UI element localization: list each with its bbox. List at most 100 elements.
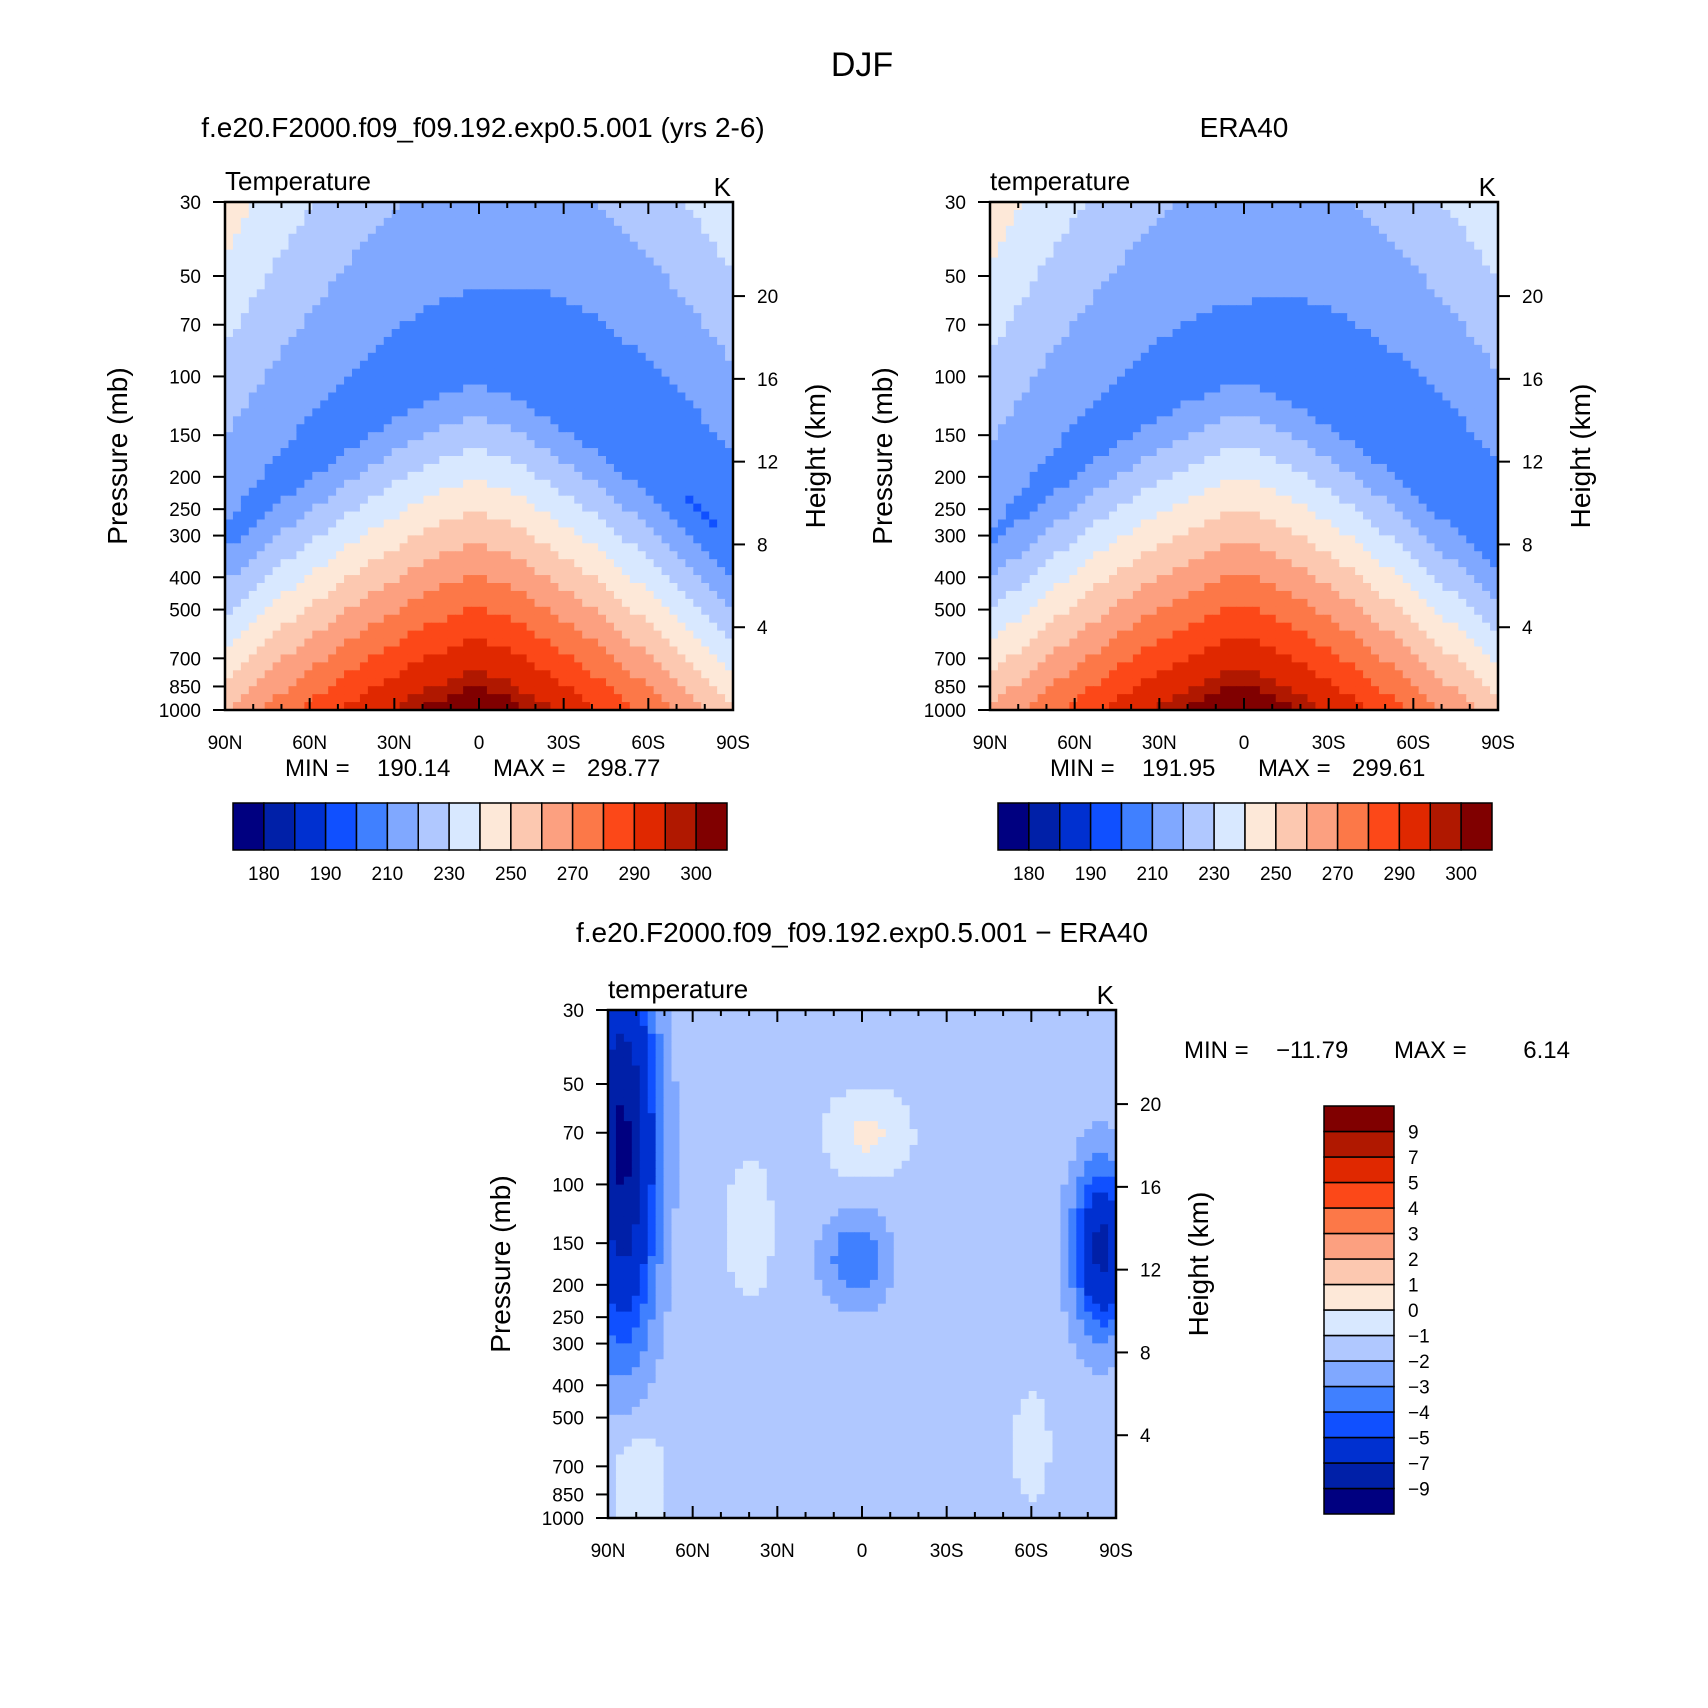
field-cell	[344, 416, 353, 425]
field-cell	[629, 249, 639, 259]
field-cell	[439, 217, 448, 227]
field-cell	[431, 551, 440, 560]
field-cell	[423, 567, 432, 576]
field-cell	[645, 408, 655, 417]
field-cell	[518, 424, 528, 433]
field-cell	[391, 503, 401, 513]
field-cell	[367, 432, 377, 441]
field-cell	[463, 241, 472, 251]
field-cell	[574, 479, 583, 489]
field-cell	[566, 241, 575, 251]
field-cell	[383, 559, 393, 568]
field-cell	[510, 225, 520, 235]
field-cell	[391, 344, 401, 354]
field-cell	[1355, 281, 1364, 290]
field-cell	[518, 432, 528, 441]
colorbar-swatch	[232, 802, 265, 851]
field-cell	[256, 503, 266, 513]
field-cell	[439, 702, 448, 710]
field-cell	[336, 694, 345, 703]
field-cell	[463, 519, 472, 529]
field-cell	[328, 384, 337, 394]
field-cell	[526, 527, 536, 536]
field-cell	[1204, 241, 1213, 251]
field-cell	[431, 535, 440, 544]
field-cell	[645, 463, 655, 473]
field-cell	[621, 313, 631, 322]
field-cell	[645, 321, 655, 330]
field-cell	[312, 471, 321, 481]
field-cell	[526, 662, 536, 671]
field-cell	[629, 662, 639, 671]
field-cell	[613, 321, 623, 330]
field-cell	[574, 543, 583, 552]
field-cell	[232, 289, 242, 298]
field-cell	[256, 305, 266, 314]
field-cell	[645, 590, 655, 600]
field-cell	[256, 313, 266, 322]
field-cell	[264, 321, 274, 330]
field-cell	[1172, 202, 1182, 211]
field-cell	[661, 638, 671, 648]
field-cell	[1236, 202, 1245, 211]
field-cell	[637, 527, 647, 536]
field-cell	[510, 471, 520, 481]
field-cell	[518, 297, 528, 306]
field-cell	[590, 654, 599, 663]
field-cell	[629, 305, 639, 314]
x-tick-label: 60N	[292, 733, 327, 754]
field-cell	[471, 503, 480, 513]
field-cell	[359, 448, 369, 457]
field-cell	[463, 344, 472, 354]
field-cell	[701, 281, 710, 290]
field-cell	[471, 344, 480, 354]
field-cell	[463, 606, 472, 616]
field-cell	[296, 249, 305, 259]
field-cell	[558, 400, 567, 409]
field-cell	[526, 543, 536, 552]
field-cell	[598, 519, 607, 529]
field-cell	[1307, 241, 1317, 251]
field-cell	[598, 440, 607, 449]
field-cell	[629, 638, 639, 648]
field-cell	[296, 313, 305, 322]
field-cell	[296, 654, 305, 663]
field-cell	[391, 202, 401, 211]
field-cell	[550, 678, 559, 687]
field-cell	[272, 670, 282, 679]
field-cell	[598, 424, 607, 433]
field-cell	[447, 289, 456, 298]
field-cell	[486, 559, 496, 568]
field-cell	[232, 448, 242, 457]
field-cell	[1188, 202, 1197, 211]
field-cell	[479, 440, 488, 449]
field-cell	[399, 368, 409, 378]
field-cell	[510, 630, 520, 640]
field-cell	[621, 487, 631, 497]
field-cell	[1244, 273, 1253, 282]
field-cell	[709, 463, 718, 473]
field-cell	[542, 392, 552, 402]
field-cell	[375, 448, 385, 457]
field-cell	[1378, 241, 1388, 251]
field-cell	[423, 416, 432, 425]
field-cell	[693, 646, 702, 656]
field-cell	[621, 233, 631, 243]
field-cell	[606, 416, 615, 425]
field-cell	[534, 456, 544, 465]
field-cell	[304, 376, 313, 386]
field-cell	[272, 479, 282, 489]
field-cell	[1045, 233, 1055, 243]
field-cell	[558, 678, 567, 687]
field-cell	[320, 535, 329, 544]
field-cell	[1275, 202, 1285, 211]
field-cell	[272, 241, 282, 251]
field-cell	[264, 535, 274, 544]
field-cell	[1291, 281, 1301, 290]
field-cell	[621, 416, 631, 425]
field-cell	[653, 360, 663, 370]
field-cell	[280, 670, 290, 679]
field-cell	[304, 551, 313, 560]
field-cell	[606, 694, 615, 703]
field-cell	[232, 567, 242, 576]
